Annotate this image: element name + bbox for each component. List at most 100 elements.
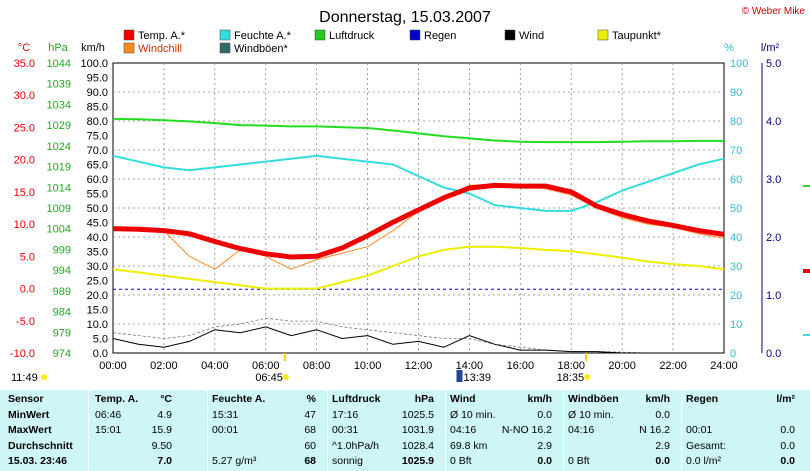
table-cell: 60 — [304, 439, 316, 452]
table-cell: 0.0 — [537, 455, 552, 467]
sunrise-sun-icon — [282, 374, 289, 380]
legend-label: Windböen* — [234, 43, 289, 55]
legend-label: Regen — [424, 30, 456, 42]
hpa-tick-label: 1034 — [47, 99, 71, 111]
noon-marker — [456, 370, 463, 382]
legend-swatch — [123, 42, 135, 54]
time-tick-label: 10:00 — [354, 360, 382, 372]
time-tick-label: 20:00 — [608, 360, 636, 372]
table-cell: 06:46 — [95, 408, 122, 421]
table-header-cell: l/m² — [776, 393, 795, 405]
table-cell: N-NO 16.2 — [501, 424, 552, 436]
legend-label: Luftdruck — [329, 30, 375, 42]
chart-title: Donnerstag, 15.03.2007 — [319, 9, 491, 26]
kmh-tick-label: 5.0 — [93, 334, 108, 346]
table-cell: 1031.9 — [401, 424, 434, 436]
kmh-tick-label: 50.0 — [87, 203, 108, 215]
table-cell: 17:16 — [332, 408, 359, 421]
table-cell: 1025.5 — [401, 408, 434, 421]
table-header-cell: Temp. A. — [95, 393, 139, 405]
percent-tick-label: 70 — [730, 145, 742, 157]
time-tick-label: 24:00 — [710, 360, 738, 372]
celsius-tick-label: 0.0 — [20, 284, 35, 296]
percent-tick-label: 30 — [730, 261, 742, 273]
hpa-tick-label: 1019 — [47, 162, 71, 174]
table-cell: 15.9 — [151, 424, 172, 436]
table-cell: 0.0 — [780, 439, 795, 452]
time-tick-label: 02:00 — [150, 360, 178, 372]
table-cell: 00:31 — [332, 424, 359, 436]
weather-chart: Donnerstag, 15.03.2007 © Weber Mike Temp… — [10, 6, 810, 384]
hpa-tick-label: 1039 — [47, 79, 71, 91]
legend-swatch — [597, 29, 609, 41]
table-cell: 68 — [304, 455, 316, 467]
kmh-tick-label: 90.0 — [87, 87, 108, 99]
time-tick-label: 08:00 — [303, 360, 331, 372]
legend-swatch — [409, 29, 421, 41]
hpa-tick-label: 1044 — [47, 58, 71, 70]
kmh-tick-label: 25.0 — [87, 276, 108, 288]
legend-label: Wind — [519, 30, 544, 42]
legend-swatch — [123, 29, 135, 41]
legend-swatch — [219, 29, 231, 41]
table-header-cell: Sensor — [8, 393, 44, 405]
celsius-tick-label: 20.0 — [14, 155, 35, 167]
celsius-unit-label: °C — [18, 42, 30, 54]
time-tick-label: 16:00 — [507, 360, 535, 372]
kmh-tick-label: 95.0 — [87, 73, 108, 85]
table-header-cell: Wind — [450, 393, 476, 405]
table-separator — [445, 390, 446, 471]
table-cell: Ø 10 min. — [450, 408, 496, 421]
kmh-tick-label: 0.0 — [93, 348, 108, 360]
table-header-cell: % — [306, 393, 316, 405]
table-separator — [563, 390, 564, 471]
table-cell: 1028.4 — [401, 439, 434, 452]
kmh-tick-label: 20.0 — [87, 290, 108, 302]
table-cell: 2.9 — [537, 439, 552, 452]
percent-unit-label: % — [724, 42, 734, 54]
legend-label: Taupunkt* — [612, 30, 662, 42]
series-line-wind — [112, 326, 724, 354]
kmh-tick-label: 80.0 — [87, 116, 108, 128]
kmh-tick-label: 15.0 — [87, 305, 108, 317]
table-cell: 00:01 — [686, 424, 713, 436]
percent-tick-label: 100 — [730, 58, 748, 70]
table-header-cell: Windböen — [568, 393, 619, 405]
table-header-cell: Feuchte A. — [212, 393, 266, 405]
table-cell: ^1.0hPa/h — [332, 439, 379, 452]
table-cell: 0 Bft — [450, 455, 472, 467]
percent-tick-label: 10 — [730, 319, 742, 331]
table-cell: 00:01 — [212, 424, 239, 436]
table-header-cell: km/h — [645, 393, 670, 405]
table-cell: N 16.2 — [639, 424, 670, 436]
percent-tick-label: 40 — [730, 232, 742, 244]
series-line-feuchte-a — [112, 154, 725, 212]
sunset-sun-icon — [584, 374, 591, 380]
percent-tick-label: 20 — [730, 290, 742, 302]
hpa-tick-label: 984 — [53, 307, 71, 319]
legend: Temp. A.* Feuchte A.* Luftdruck Regen Wind Ta… — [123, 29, 662, 55]
series-line-taupunkt — [112, 245, 725, 290]
legend-swatch — [504, 29, 516, 41]
table-cell: 0.0 — [780, 455, 795, 467]
table-header-cell: Luftdruck — [332, 393, 381, 405]
bottom-left-sun-icon — [41, 374, 47, 380]
table-header-cell: hPa — [414, 393, 434, 405]
kmh-tick-label: 85.0 — [87, 102, 108, 114]
table-cell: sonnig — [332, 455, 363, 467]
kmh-tick-label: 30.0 — [87, 261, 108, 273]
kmh-tick-label: 75.0 — [87, 131, 108, 143]
kmh-tick-label: 65.0 — [87, 160, 108, 172]
celsius-tick-label: 10.0 — [14, 219, 35, 231]
table-cell: Durchschnitt — [8, 439, 73, 452]
table-cell: 0.0 — [655, 455, 670, 467]
time-tick-label: 12:00 — [405, 360, 433, 372]
legend-swatch — [219, 42, 231, 54]
table-cell: 0.0 l/m² — [686, 455, 722, 467]
table-cell: MaxWert — [8, 424, 52, 436]
time-tick-label: 00:00 — [99, 360, 127, 372]
table-separator — [88, 390, 89, 471]
table-cell: 4.9 — [157, 408, 172, 421]
legend-label: Temp. A.* — [138, 30, 186, 42]
table-cell: 9.50 — [151, 439, 172, 452]
